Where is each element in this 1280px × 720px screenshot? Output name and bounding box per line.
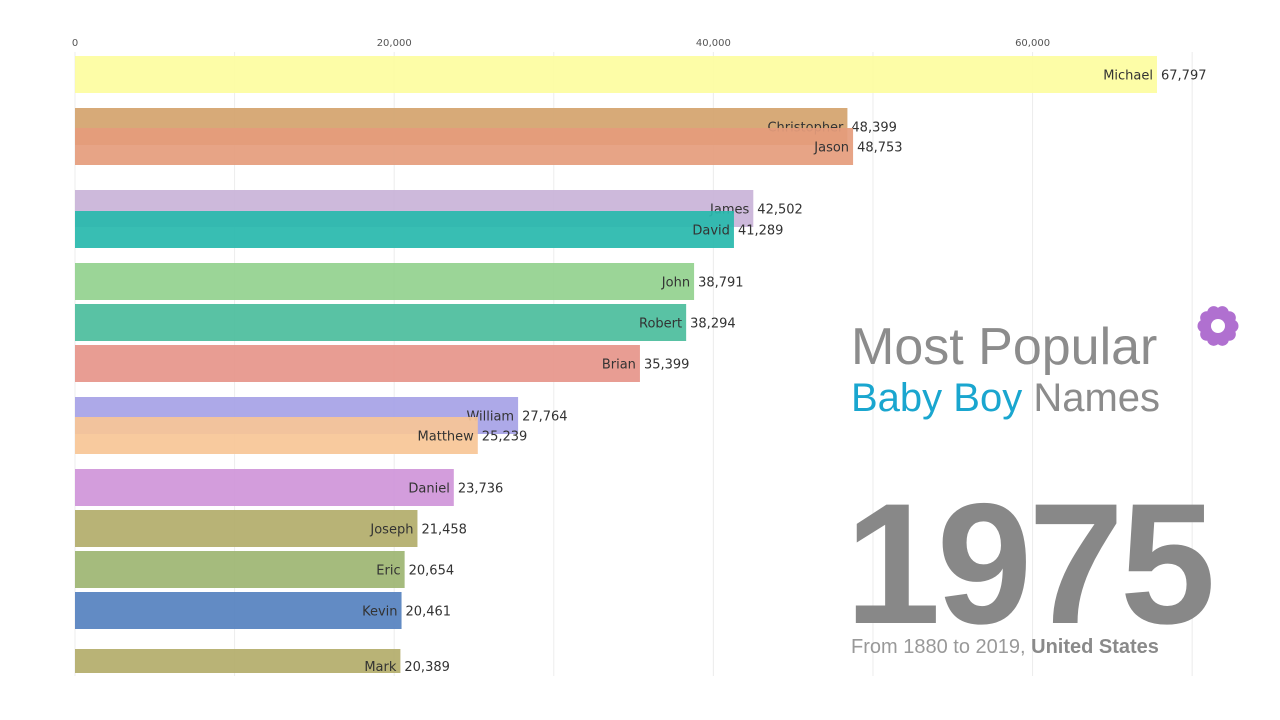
bar-name-label: Jason xyxy=(813,141,849,156)
bar-name-label: Eric xyxy=(376,564,400,579)
bar-daniel xyxy=(75,469,454,506)
bar-name-label: Kevin xyxy=(362,605,397,620)
title-line-1: Most Popular xyxy=(851,318,1158,376)
x-tick-label: 40,000 xyxy=(696,38,731,49)
footnote-prefix: From 1880 to 2019, xyxy=(851,636,1026,658)
bar-name-label: William xyxy=(466,410,514,425)
bar-robert xyxy=(75,304,687,341)
title-line-2: Baby Boy Names xyxy=(851,376,1271,420)
bar-value-label: 25,239 xyxy=(482,430,528,445)
title-highlight: Baby Boy xyxy=(851,376,1023,420)
bar-value-label: 23,736 xyxy=(458,482,504,497)
bar-value-label: 21,458 xyxy=(421,523,467,538)
bar-value-label: 20,461 xyxy=(406,605,452,620)
x-tick-label: 60,000 xyxy=(1015,38,1050,49)
x-tick-label: 20,000 xyxy=(377,38,412,49)
bar-eric xyxy=(75,551,405,588)
bar-name-label: Brian xyxy=(602,358,636,373)
bar-brian xyxy=(75,345,640,382)
title-rest: Names xyxy=(1033,376,1161,420)
bar-value-label: 48,753 xyxy=(857,141,903,156)
year-label: 1975 xyxy=(845,468,1216,660)
bar-value-label: 20,389 xyxy=(404,660,450,675)
bar-name-label: Mark xyxy=(364,660,397,675)
bar-jason xyxy=(75,128,854,165)
bars: Michael67,797Christopher48,399Jason48,75… xyxy=(75,56,1207,675)
bar-name-label: David xyxy=(692,224,730,239)
bar-value-label: 48,399 xyxy=(851,121,897,136)
bar-value-label: 38,294 xyxy=(690,317,736,332)
footnote-country: United States xyxy=(1031,636,1159,658)
bar-david xyxy=(75,211,734,248)
bar-name-label: Michael xyxy=(1103,69,1153,84)
bar-value-label: 27,764 xyxy=(522,410,568,425)
x-tick-label: 0 xyxy=(72,38,78,49)
flower-core xyxy=(1211,319,1225,333)
bar-value-label: 20,654 xyxy=(409,564,455,579)
bar-kevin xyxy=(75,592,402,629)
footnote: From 1880 to 2019, United States xyxy=(851,636,1159,659)
flower-icon xyxy=(1197,306,1239,346)
chart-title: Most Popular Baby Boy Names xyxy=(851,318,1271,420)
bar-john xyxy=(75,263,695,300)
bar-value-label: 35,399 xyxy=(644,358,690,373)
bar-value-label: 42,502 xyxy=(757,203,803,218)
bar-name-label: John xyxy=(661,276,690,291)
bar-name-label: Daniel xyxy=(408,482,449,497)
bar-mark xyxy=(75,649,401,673)
bar-name-label: Robert xyxy=(639,317,682,332)
bar-value-label: 38,791 xyxy=(698,276,744,291)
bar-value-label: 41,289 xyxy=(738,224,784,239)
bar-michael xyxy=(75,56,1157,93)
bar-name-label: Joseph xyxy=(369,523,413,538)
bar-matthew xyxy=(75,417,478,454)
bar-name-label: Matthew xyxy=(418,430,475,445)
x-axis-ticks: 0 20,000 40,000 60,000 xyxy=(72,38,1050,49)
bar-joseph xyxy=(75,510,418,547)
bar-value-label: 67,797 xyxy=(1161,69,1207,84)
